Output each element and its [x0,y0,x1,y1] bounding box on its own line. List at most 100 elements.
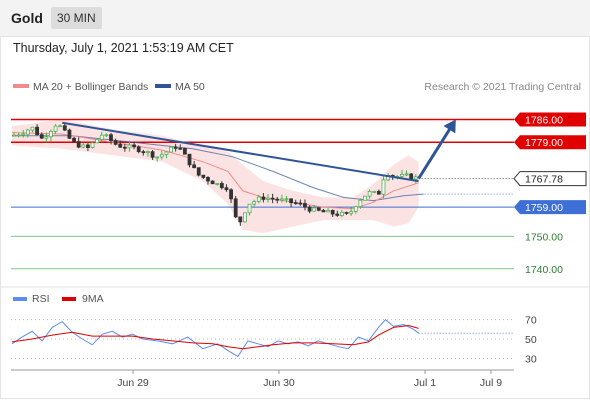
ma9-line [11,324,419,350]
candle-body [76,141,81,148]
candle-body [201,174,206,178]
candle-body [266,197,270,200]
candle-body [12,134,16,137]
candle-body [72,137,76,142]
trend-line [62,121,419,183]
candle-body [256,196,261,202]
candle-body [335,213,340,216]
candle-body [35,126,39,136]
ma9-legend-label: 9MA [82,293,104,305]
candle-body [307,206,312,212]
candle-body [312,207,317,212]
candle-body [321,209,326,213]
instrument-title: Gold [11,10,43,26]
candle-body [298,202,303,205]
candle-body [187,153,192,166]
timeframe-badge[interactable]: 30 MIN [51,7,102,29]
candle-body [326,209,330,213]
candle-body [400,173,404,177]
candle-body [141,151,146,154]
candlesticks [12,123,418,226]
level-label: 1740.00 [525,264,563,276]
candle-body [173,146,178,149]
candle-body [122,146,127,149]
candle-body [238,216,243,223]
level-tag [514,200,586,215]
candle-body [150,151,155,158]
candle-body [155,156,160,159]
level-tag [514,135,586,150]
candle-body [270,197,275,200]
candle-body [376,190,381,195]
candle-body [243,212,247,223]
candle-body [99,134,104,140]
time-tick-label: Jun 30 [263,377,295,389]
rsi-legend-swatch [13,297,27,301]
candle-body [49,130,53,138]
candle-body [252,201,257,205]
candle-body [358,199,363,207]
time-tick-label: Jul 1 [414,377,436,389]
forecast-arrow-shaft [417,125,453,180]
candle-body [261,196,266,200]
rsi-line [11,319,419,358]
current-price-tag [513,171,587,187]
rsi-legend-label: RSI [32,293,50,305]
candle-body [215,183,220,185]
chart-header: Gold 30 MIN [0,0,590,37]
legend-credit: Research © 2021 Trading Central [424,81,581,93]
candle-body [303,203,307,208]
ma9-legend-swatch [62,297,76,301]
candle-body [95,138,100,144]
candle-body [127,144,132,149]
level-label: 1750.00 [525,231,563,243]
candle-body [219,183,224,189]
candle-body [62,125,67,131]
candle-body [39,134,44,139]
candle-body [67,129,72,139]
level-tag [514,112,586,127]
candle-body [169,146,173,153]
candle-body [349,211,354,214]
ma20-line [11,132,419,210]
legend-label-ma50: MA 50 [175,81,205,93]
candle-body [118,143,123,148]
candle-body [284,198,289,201]
time-tick-label: Jun 29 [117,377,149,389]
candle-body [58,125,63,128]
candle-body [293,202,298,205]
candle-body [81,144,86,148]
legend-swatch-ma50 [155,84,171,88]
candle-body [159,154,164,158]
level-label: 1759.00 [525,202,563,214]
candle-body [16,134,21,137]
level-label: 1786.00 [525,114,563,126]
candle-body [132,144,136,148]
candle-body [409,173,414,180]
candle-body [340,212,344,216]
candle-body [363,195,367,201]
candle-body [353,206,358,212]
rsi-tick-label: 30 [525,353,537,365]
candle-body [136,146,141,153]
rsi-plot: RSI 9MA 70 50 30 [11,293,537,365]
rsi-tick-label: 50 [525,334,537,346]
time-tick-label: Jul 9 [480,377,502,389]
candle-body [113,140,118,145]
level-label: 1779.00 [525,137,563,149]
candle-body [164,151,169,156]
candle-body [330,209,335,215]
candle-body [44,136,49,139]
candle-body [182,148,187,155]
candle-body [381,179,386,195]
rsi-tick-label: 70 [525,315,537,327]
candle-body [289,198,294,204]
candle-body [413,176,418,180]
candle-body [146,151,150,154]
candle-body [210,180,215,185]
candle-body [316,207,321,211]
candle-body [275,198,280,201]
candle-body [192,164,197,169]
chart-datetime: Thursday, July 1, 2021 1:53:19 AM CET [13,41,234,55]
